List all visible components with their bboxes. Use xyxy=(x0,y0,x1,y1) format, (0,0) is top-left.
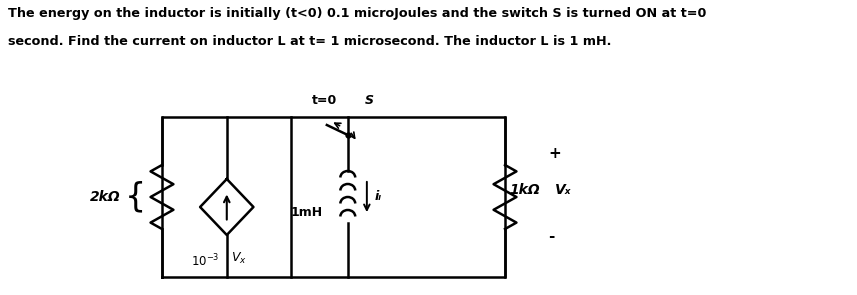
Text: S: S xyxy=(365,94,374,107)
Text: {: { xyxy=(124,181,146,214)
Text: $V_x$: $V_x$ xyxy=(231,251,247,266)
Text: second. Find the current on inductor L at t= 1 microsecond. The inductor L is 1 : second. Find the current on inductor L a… xyxy=(8,35,611,48)
Text: 1mH: 1mH xyxy=(291,206,323,219)
Text: 2kΩ: 2kΩ xyxy=(90,190,121,204)
Text: +: + xyxy=(548,145,560,160)
Text: Vₓ: Vₓ xyxy=(554,183,571,197)
Text: -: - xyxy=(548,230,554,245)
Text: $10^{-3}$: $10^{-3}$ xyxy=(190,253,219,270)
Text: t=0: t=0 xyxy=(312,94,337,107)
Text: The energy on the inductor is initially (t<0) 0.1 microJoules and the switch S i: The energy on the inductor is initially … xyxy=(8,7,706,20)
Text: 1kΩ: 1kΩ xyxy=(510,183,541,197)
Text: iₗ: iₗ xyxy=(375,191,381,204)
